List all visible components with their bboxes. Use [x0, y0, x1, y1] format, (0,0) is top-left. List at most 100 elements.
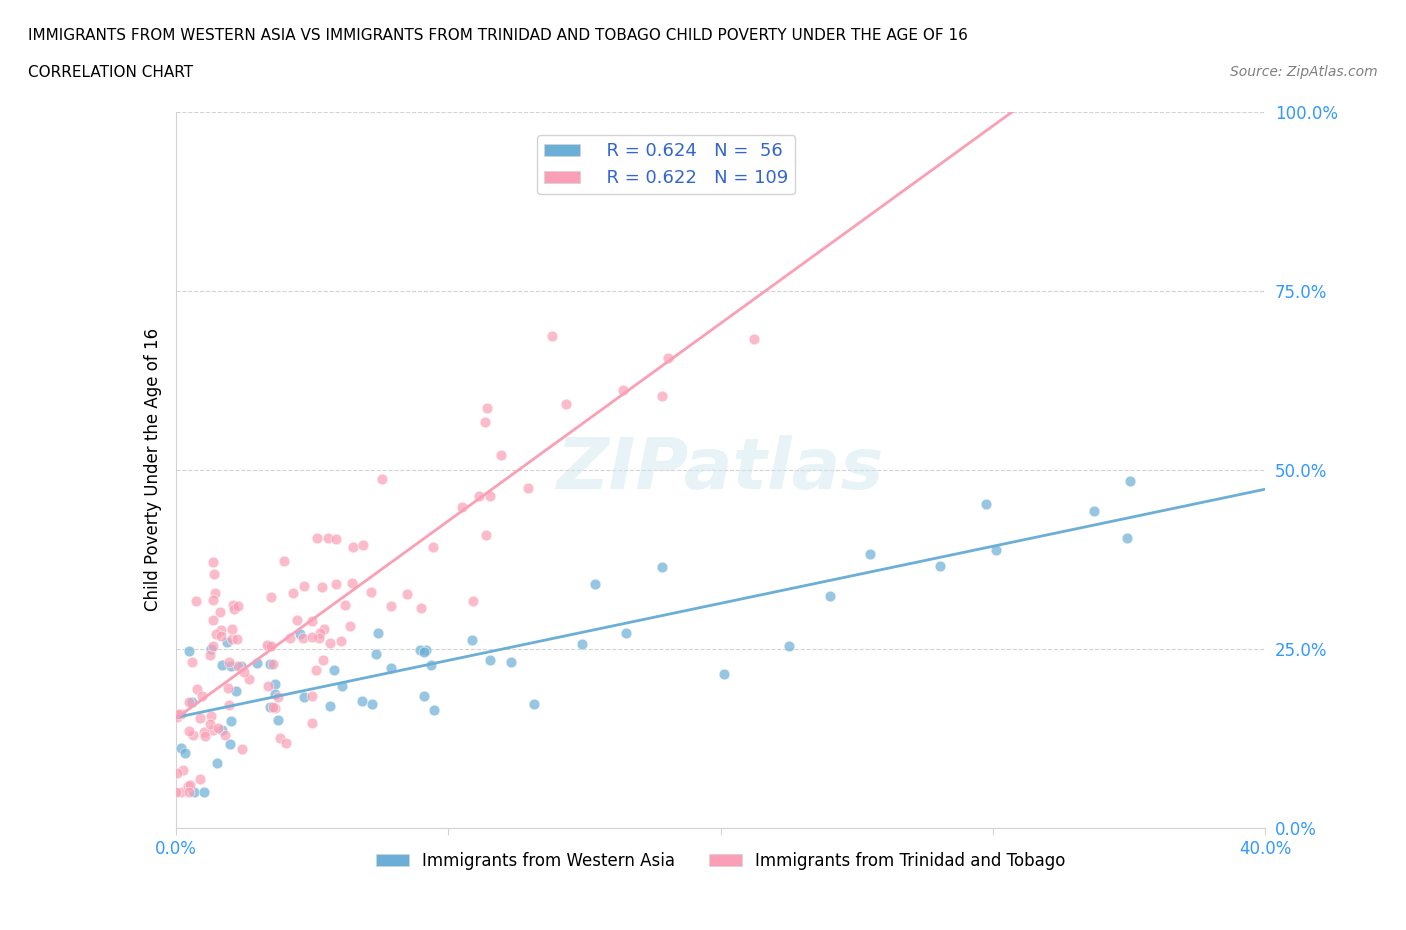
Point: [322, 662, 344, 677]
Point: [202, 638, 225, 653]
Point: [288, 627, 311, 642]
Point: [312, 652, 335, 667]
Point: [778, 639, 800, 654]
Point: [517, 481, 540, 496]
Point: [281, 585, 304, 600]
Point: [278, 631, 301, 645]
Point: [219, 714, 242, 729]
Point: [461, 593, 484, 608]
Point: [380, 660, 402, 675]
Point: [198, 648, 221, 663]
Point: [188, 711, 211, 725]
Point: [474, 415, 496, 430]
Point: [218, 698, 240, 712]
Point: [651, 388, 673, 403]
Point: [200, 717, 222, 732]
Point: [361, 697, 384, 711]
Point: [259, 638, 281, 653]
Point: [260, 590, 283, 604]
Point: [211, 658, 233, 672]
Point: [264, 700, 287, 715]
Point: [330, 679, 353, 694]
Point: [267, 689, 290, 704]
Point: [364, 646, 387, 661]
Point: [170, 740, 193, 755]
Point: [172, 763, 194, 777]
Point: [194, 729, 217, 744]
Point: [177, 778, 200, 793]
Point: [259, 700, 281, 715]
Point: [229, 658, 252, 673]
Text: CORRELATION CHART: CORRELATION CHART: [28, 65, 193, 80]
Point: [193, 725, 215, 740]
Point: [166, 710, 188, 724]
Point: [181, 727, 204, 742]
Point: [742, 332, 765, 347]
Point: [292, 578, 315, 593]
Point: [177, 724, 200, 738]
Point: [478, 488, 501, 503]
Point: [225, 684, 247, 698]
Point: [614, 625, 637, 640]
Point: [273, 553, 295, 568]
Point: [523, 697, 546, 711]
Point: [305, 663, 328, 678]
Point: [179, 777, 201, 792]
Text: IMMIGRANTS FROM WESTERN ASIA VS IMMIGRANTS FROM TRINIDAD AND TOBAGO CHILD POVERT: IMMIGRANTS FROM WESTERN ASIA VS IMMIGRAN…: [28, 28, 967, 43]
Point: [263, 699, 285, 714]
Point: [1119, 473, 1142, 488]
Point: [311, 579, 333, 594]
Point: [257, 679, 280, 694]
Point: [221, 621, 243, 636]
Point: [367, 626, 389, 641]
Point: [202, 723, 225, 737]
Point: [202, 593, 225, 608]
Point: [657, 351, 679, 365]
Point: [651, 560, 673, 575]
Point: [380, 599, 402, 614]
Point: [583, 576, 606, 591]
Point: [209, 629, 232, 644]
Point: [193, 785, 215, 800]
Point: [201, 554, 224, 569]
Point: [238, 671, 260, 686]
Point: [262, 657, 284, 671]
Point: [478, 652, 501, 667]
Point: [928, 559, 950, 574]
Point: [191, 688, 214, 703]
Point: [226, 598, 249, 613]
Point: [177, 695, 200, 710]
Point: [165, 785, 187, 800]
Point: [232, 664, 254, 679]
Point: [301, 689, 323, 704]
Point: [219, 737, 242, 751]
Point: [360, 584, 382, 599]
Point: [209, 622, 232, 637]
Point: [350, 694, 373, 709]
Point: [274, 736, 297, 751]
Point: [413, 688, 436, 703]
Point: [260, 638, 283, 653]
Point: [540, 329, 562, 344]
Point: [342, 539, 364, 554]
Point: [177, 644, 200, 658]
Legend: Immigrants from Western Asia, Immigrants from Trinidad and Tobago: Immigrants from Western Asia, Immigrants…: [368, 845, 1073, 877]
Point: [200, 709, 222, 724]
Point: [224, 602, 246, 617]
Point: [468, 488, 491, 503]
Point: [335, 598, 357, 613]
Point: [1116, 530, 1139, 545]
Point: [166, 765, 188, 780]
Point: [396, 586, 419, 601]
Point: [301, 630, 323, 644]
Point: [256, 638, 278, 653]
Point: [214, 727, 236, 742]
Point: [554, 397, 576, 412]
Point: [450, 499, 472, 514]
Point: [413, 644, 436, 659]
Point: [314, 621, 336, 636]
Point: [170, 707, 193, 722]
Point: [974, 497, 997, 512]
Point: [339, 618, 361, 633]
Point: [266, 713, 288, 728]
